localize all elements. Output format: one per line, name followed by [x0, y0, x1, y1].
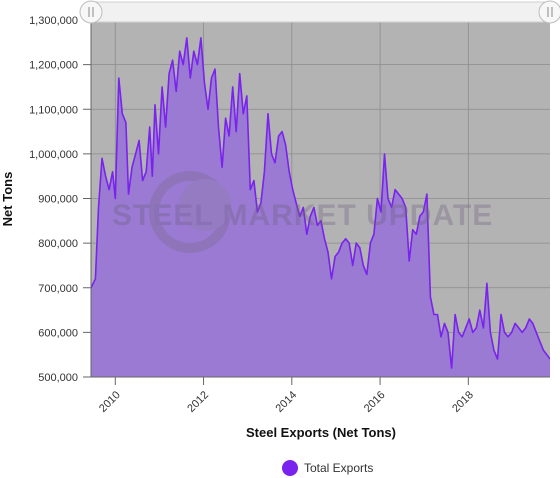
y-tick-label: 1,200,000	[29, 60, 78, 72]
y-tick-label: 500,000	[38, 372, 78, 384]
series-area-total-exports	[91, 37, 550, 377]
x-tick-label: 2016	[362, 389, 388, 415]
navigator-handle-left[interactable]	[79, 0, 103, 24]
legend[interactable]: Total Exports	[282, 460, 373, 476]
y-tick-label: 1,300,000	[29, 15, 78, 27]
watermark-logo: STEEL MARKET UPDATE	[112, 171, 493, 253]
navigator-handle-right[interactable]	[538, 0, 560, 24]
x-tick-label: 2018	[450, 389, 476, 415]
legend-label-total-exports[interactable]: Total Exports	[304, 461, 373, 475]
watermark-text: STEEL MARKET UPDATE	[112, 199, 493, 232]
y-tick-label: 1,000,000	[29, 149, 78, 161]
legend-marker-total-exports[interactable]	[282, 460, 298, 476]
navigator-track[interactable]	[90, 1, 551, 23]
y-tick-label: 700,000	[38, 283, 78, 295]
y-tick-label: 900,000	[38, 194, 78, 206]
series-line-total-exports	[91, 37, 550, 369]
x-axis-title: Steel Exports (Net Tons)	[246, 425, 396, 440]
y-tick-label: 1,100,000	[29, 104, 78, 116]
x-tick-label: 2012	[185, 389, 211, 415]
y-axis-title: Net Tons	[0, 172, 15, 227]
navigator-scrollbar[interactable]	[79, 0, 560, 24]
y-tick-label: 600,000	[38, 327, 78, 339]
y-tick-label: 800,000	[38, 238, 78, 250]
x-tick-label: 2014	[274, 389, 300, 415]
x-tick-label: 2010	[97, 389, 123, 415]
